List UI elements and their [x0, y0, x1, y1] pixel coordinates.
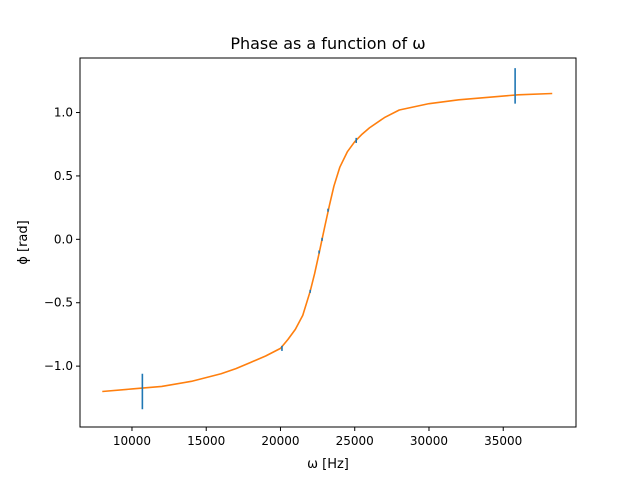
plot-area — [102, 68, 553, 410]
x-tick-label: 35000 — [484, 434, 522, 448]
y-tick-label: 0.5 — [54, 169, 73, 183]
y-tick-label: 0.0 — [54, 232, 73, 246]
chart-title: Phase as a function of ω — [230, 34, 425, 53]
x-tick-label: 25000 — [336, 434, 374, 448]
y-tick-label: 1.0 — [54, 106, 73, 120]
x-tick-label: 20000 — [261, 434, 299, 448]
y-axis-label: ϕ [rad] — [16, 220, 31, 264]
x-tick-label: 30000 — [410, 434, 448, 448]
y-tick-label: −0.5 — [44, 296, 73, 310]
x-tick-label: 10000 — [113, 434, 151, 448]
y-tick-label: −1.0 — [44, 359, 73, 373]
x-tick-label: 15000 — [187, 434, 225, 448]
x-axis-label: ω [Hz] — [307, 457, 349, 472]
axis-ticks: 10000 15000 20000 25000 30000 35000 1.0 0.5 0.0 −… — [44, 106, 522, 448]
axes-frame — [79, 57, 577, 428]
